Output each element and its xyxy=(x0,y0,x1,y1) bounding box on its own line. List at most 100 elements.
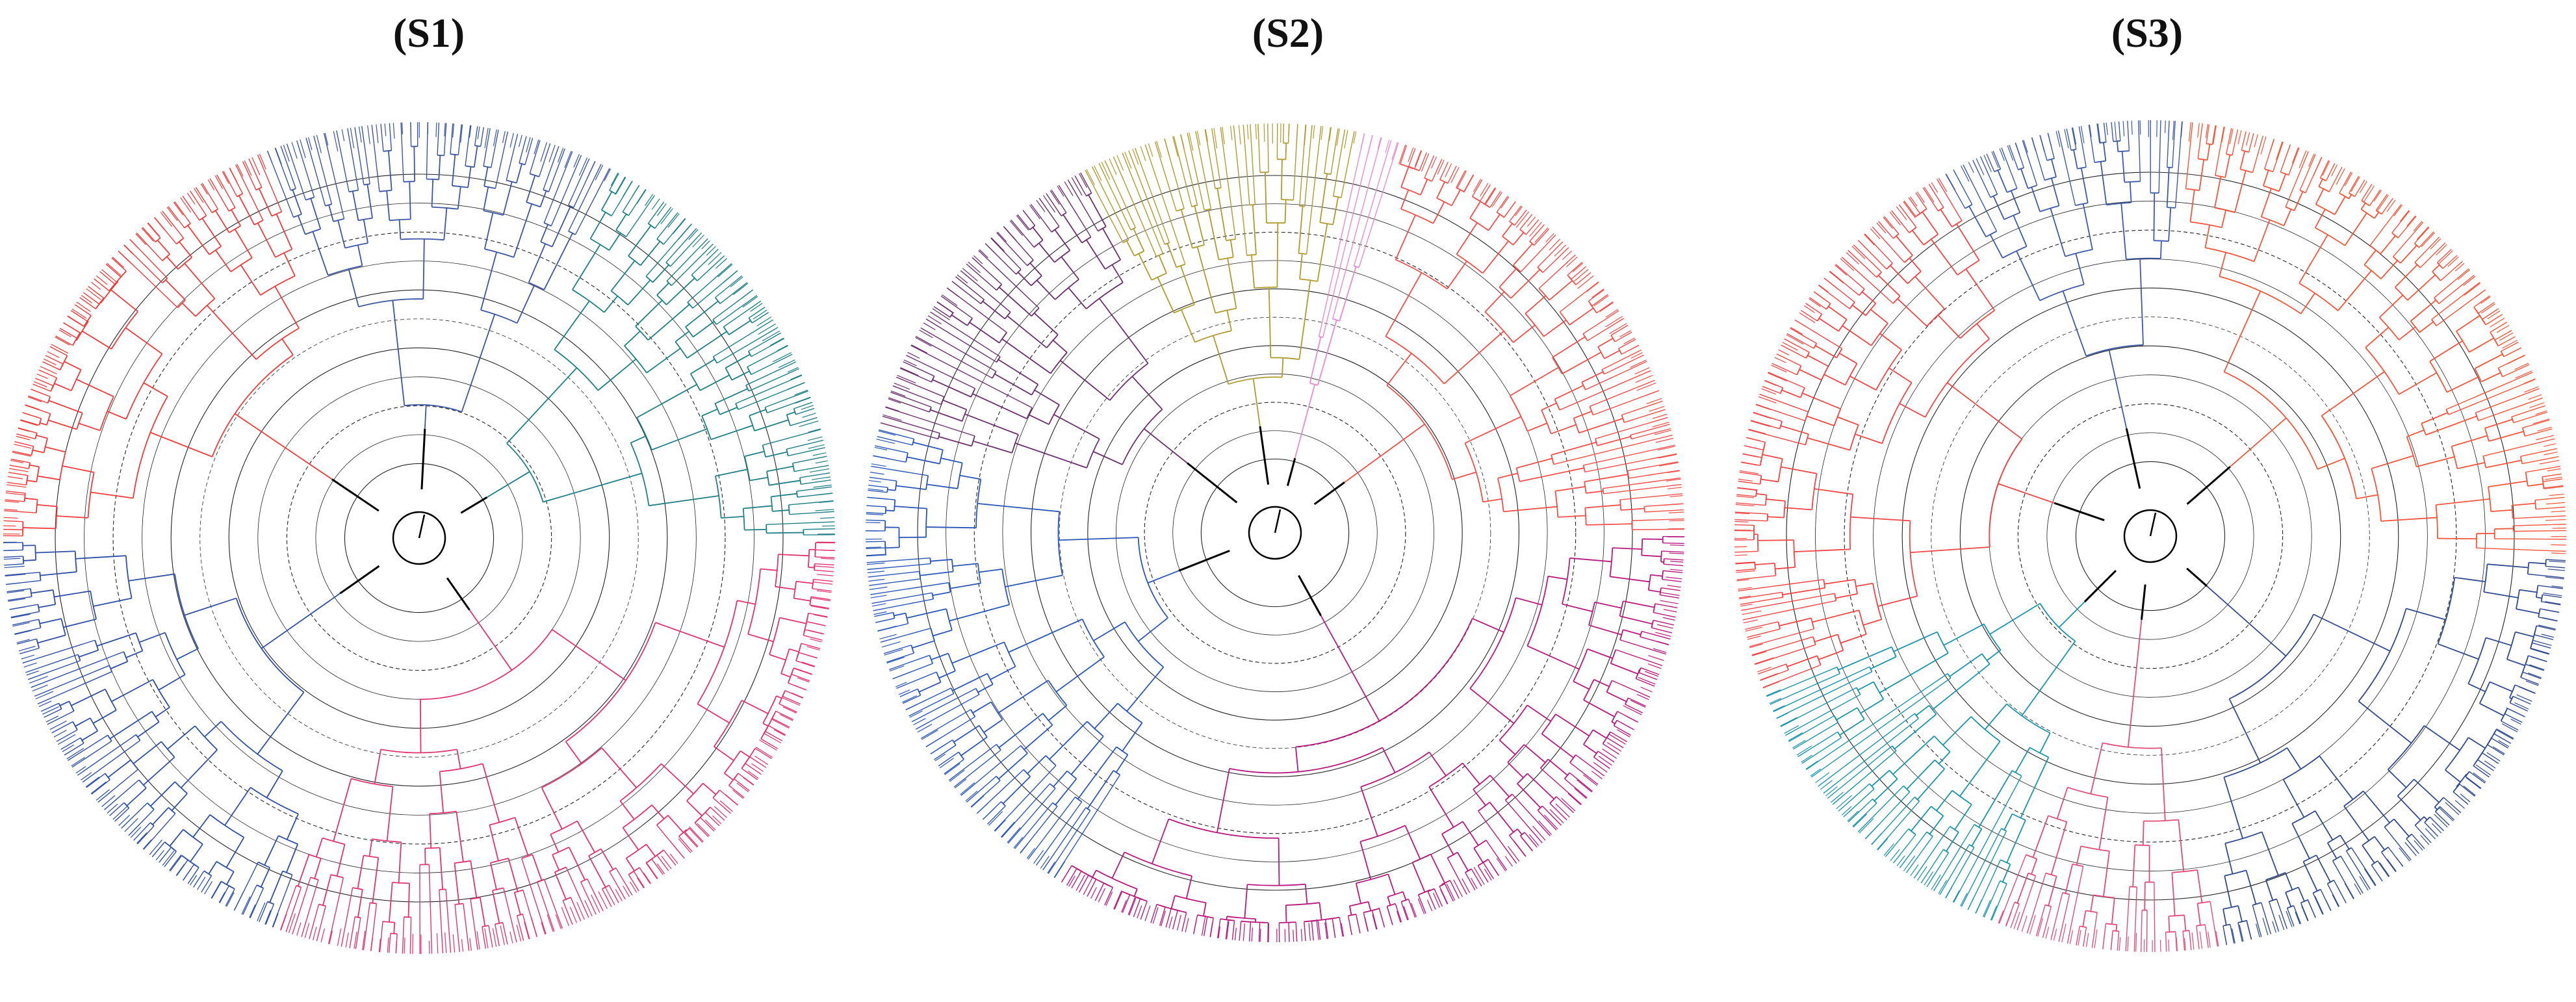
split-arc xyxy=(74,551,77,572)
split-arc xyxy=(1643,506,1645,513)
leaf-branch xyxy=(869,578,921,586)
split-arc xyxy=(309,854,321,859)
internal-branch xyxy=(1033,313,1059,335)
leaf-tip xyxy=(1068,875,1075,887)
leaf-branch xyxy=(4,510,36,513)
leaf-tip xyxy=(1946,173,1956,190)
internal-branch xyxy=(125,327,163,355)
internal-branch xyxy=(137,721,160,738)
split-arc xyxy=(120,270,127,277)
leaf-tip xyxy=(2069,930,2074,945)
internal-branch xyxy=(1583,699,1615,717)
leaf-branch xyxy=(799,472,831,478)
leaf-branch xyxy=(519,136,527,164)
leaf-branch xyxy=(265,904,275,925)
internal-branch xyxy=(565,741,582,764)
leaf-tip xyxy=(324,133,329,146)
leaf-branch xyxy=(791,673,810,682)
internal-branch xyxy=(2183,915,2187,931)
leaf-branch xyxy=(70,310,88,322)
leaf-tip xyxy=(2492,746,2505,754)
leaf-tip xyxy=(2406,215,2416,227)
leaf-tip xyxy=(810,638,822,643)
leaf-branch xyxy=(1619,639,1666,655)
leaf-branch xyxy=(1569,772,1593,792)
leaf-branch xyxy=(1776,671,1872,719)
internal-branch xyxy=(932,379,972,398)
leaf-tip xyxy=(62,744,74,752)
leaf-branch xyxy=(814,569,834,572)
leaf-tip xyxy=(1976,158,1985,175)
leaf-branch xyxy=(1267,922,1269,942)
leaf-tip xyxy=(1742,610,1762,615)
leaf-tip xyxy=(787,366,799,373)
leaf-branch xyxy=(1928,183,1944,208)
leaf-branch xyxy=(136,825,155,845)
leaf-branch xyxy=(874,611,894,617)
internal-branch xyxy=(610,260,636,292)
internal-branch xyxy=(2129,181,2132,203)
leaf-branch xyxy=(1631,428,1671,440)
leaf-tip xyxy=(1230,125,1233,140)
leaf-tip xyxy=(2524,386,2539,393)
leaf-tip xyxy=(2376,194,2389,212)
leaf-tip xyxy=(2547,569,2565,571)
leaf-tip xyxy=(200,183,208,195)
internal-branch xyxy=(998,713,1044,749)
internal-branch xyxy=(998,359,1038,385)
leaf-tip xyxy=(927,315,942,325)
leaf-tip xyxy=(5,492,25,496)
leaf-tip xyxy=(1658,454,1677,459)
leaf-tip xyxy=(31,389,44,394)
leaf-branch xyxy=(1571,266,1586,280)
internal-branch xyxy=(231,209,241,227)
leaf-tip xyxy=(1003,225,1016,241)
leaf-tip xyxy=(1916,866,1927,881)
internal-branch xyxy=(2456,786,2458,788)
leaf-branch xyxy=(2545,559,2566,561)
internal-branch xyxy=(1892,736,1935,775)
leaf-branch xyxy=(1333,129,1346,197)
internal-branch xyxy=(1348,905,1352,916)
internal-branch xyxy=(171,793,188,811)
leaf-tip xyxy=(1293,929,1294,942)
leaf-branch xyxy=(1829,270,1860,296)
leaf-tip xyxy=(123,244,134,255)
internal-branch xyxy=(1469,201,1481,219)
leaf-branch xyxy=(1898,204,1917,228)
leaf-branch xyxy=(2261,902,2272,934)
leaf-branch xyxy=(1972,159,1991,198)
leaf-tip xyxy=(1609,323,1627,335)
leaf-branch xyxy=(751,353,793,375)
leaf-branch xyxy=(970,780,1001,808)
leaf-branch xyxy=(2226,128,2232,155)
leaf-branch xyxy=(521,858,547,934)
leaf-tip xyxy=(1883,217,1893,229)
split-arc xyxy=(1241,920,1251,923)
internal-branch xyxy=(1451,189,1461,206)
split-arc xyxy=(1098,225,1107,232)
split-arc xyxy=(489,817,515,826)
leaf-tip xyxy=(1164,138,1170,157)
leaf-tip xyxy=(878,430,896,436)
leaf-branch xyxy=(1427,891,1436,910)
internal-branch xyxy=(1111,852,1126,879)
split-arc xyxy=(1117,702,1143,724)
leaf-branch xyxy=(104,779,140,810)
internal-branch xyxy=(1111,264,1124,283)
internal-branch xyxy=(93,597,132,607)
leaf-tip xyxy=(2254,134,2258,148)
leaf-branch xyxy=(483,128,491,166)
split-arc xyxy=(2240,168,2253,173)
internal-branch xyxy=(1441,884,1443,886)
split-arc xyxy=(550,820,578,835)
leaf-tip xyxy=(976,802,989,814)
internal-branch xyxy=(636,383,697,418)
split-arc xyxy=(1914,713,1920,719)
leaf-tip xyxy=(810,597,831,602)
leaf-tip xyxy=(2122,121,2125,136)
internal-branch xyxy=(1552,336,1586,358)
internal-branch xyxy=(2103,851,2110,897)
leaf-branch xyxy=(242,884,257,915)
split-arc xyxy=(1333,196,1342,198)
